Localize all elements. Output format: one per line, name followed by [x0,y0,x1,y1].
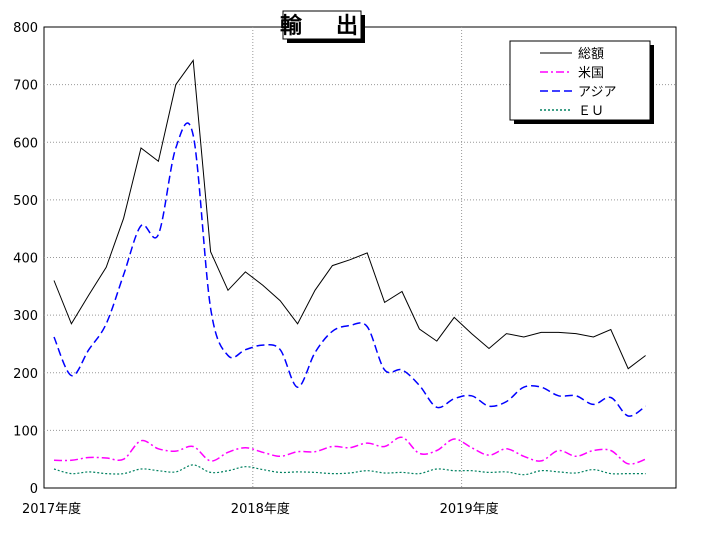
y-tick-label: 300 [13,309,38,324]
series-line-2 [53,122,647,417]
legend-label-0: 総額 [578,47,604,62]
y-tick-label: 400 [13,252,38,267]
y-tick-label: 700 [13,79,38,94]
chart-title: 輸 出 [280,10,365,43]
y-axis-ticks: 0 100 200 300 400 500 600 700 800 [13,21,38,497]
legend-label-1: 米国 [578,66,604,81]
series-line-3 [53,464,646,476]
y-tick-label: 100 [13,424,38,439]
x-tick-label: 2017年度 [22,501,81,517]
y-tick-label: 500 [13,194,38,209]
legend-label-2: アジア [578,85,616,100]
legend-label-3: ＥＵ [578,104,604,119]
x-tick-label: 2018年度 [231,501,290,517]
y-tick-label: 200 [13,367,38,382]
x-tick-label: 2019年度 [440,501,499,517]
chart-title-text: 輸 出 [280,13,364,39]
grid-lines [44,27,676,488]
y-tick-label: 0 [30,482,38,497]
x-axis-ticks: 2017年度 2018年度 2019年度 [22,501,499,517]
series-line-0 [53,59,646,370]
y-tick-label: 600 [13,136,38,151]
series-lines [53,59,647,476]
y-tick-label: 800 [13,21,38,36]
